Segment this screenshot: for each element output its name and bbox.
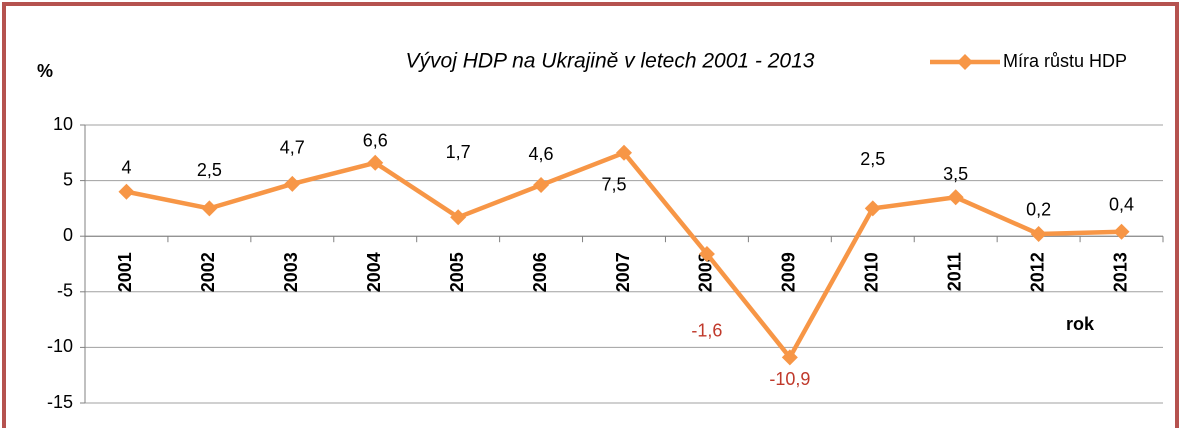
data-point: [1113, 223, 1130, 240]
y-tick-label: -10: [47, 336, 73, 356]
chart-title: Vývoj HDP na Ukrajině v letech 2001 - 20…: [406, 50, 815, 73]
x-tick-label: 2002: [198, 252, 218, 292]
x-tick-label: 2012: [1027, 252, 1047, 292]
data-label: 3,5: [943, 164, 968, 184]
x-tick-label: 2006: [530, 252, 550, 292]
data-point: [533, 177, 550, 194]
data-point: [781, 349, 798, 366]
data-label: 6,6: [363, 131, 388, 151]
legend-label: Míra růstu HDP: [1003, 51, 1127, 71]
data-label: 4,7: [280, 138, 305, 158]
y-tick-label: 5: [63, 169, 73, 189]
data-point: [1030, 225, 1047, 242]
y-tick-label: 0: [63, 225, 73, 245]
data-label: 0,4: [1109, 195, 1134, 215]
data-point: [118, 183, 135, 200]
x-tick-label: 2011: [944, 252, 964, 291]
y-tick-label: 10: [53, 114, 73, 134]
y-tick-label: -15: [47, 392, 73, 412]
data-point: [367, 154, 384, 171]
x-tick-label: 2001: [115, 252, 135, 292]
x-tick-label: 2007: [613, 252, 633, 292]
data-point: [450, 209, 467, 226]
x-tick-label: 2003: [281, 252, 301, 292]
x-tick-label: 2013: [1110, 252, 1130, 292]
data-label: 2,5: [197, 160, 222, 180]
y-axis-label: %: [37, 61, 53, 81]
data-label: -10,9: [769, 369, 810, 389]
data-label: -1,6: [691, 321, 722, 341]
x-tick-label: 2005: [447, 252, 467, 292]
x-tick-label: 2009: [779, 252, 799, 292]
data-point: [698, 245, 715, 262]
legend-marker: [957, 54, 973, 70]
data-point: [864, 200, 881, 217]
data-point: [201, 200, 218, 217]
x-axis-label: rok: [1066, 314, 1095, 334]
data-label: 0,2: [1026, 200, 1051, 220]
data-label: 2,5: [860, 149, 885, 169]
x-tick-label: 2010: [862, 252, 882, 292]
data-label: 7,5: [601, 175, 626, 195]
data-point: [284, 175, 301, 192]
data-point: [616, 144, 632, 161]
data-label: 4: [121, 157, 131, 177]
data-label: 4,6: [529, 144, 554, 164]
y-tick-label: -5: [57, 281, 73, 301]
data-point: [947, 189, 964, 206]
x-tick-label: 2004: [364, 252, 384, 292]
data-label: 1,7: [446, 142, 471, 162]
